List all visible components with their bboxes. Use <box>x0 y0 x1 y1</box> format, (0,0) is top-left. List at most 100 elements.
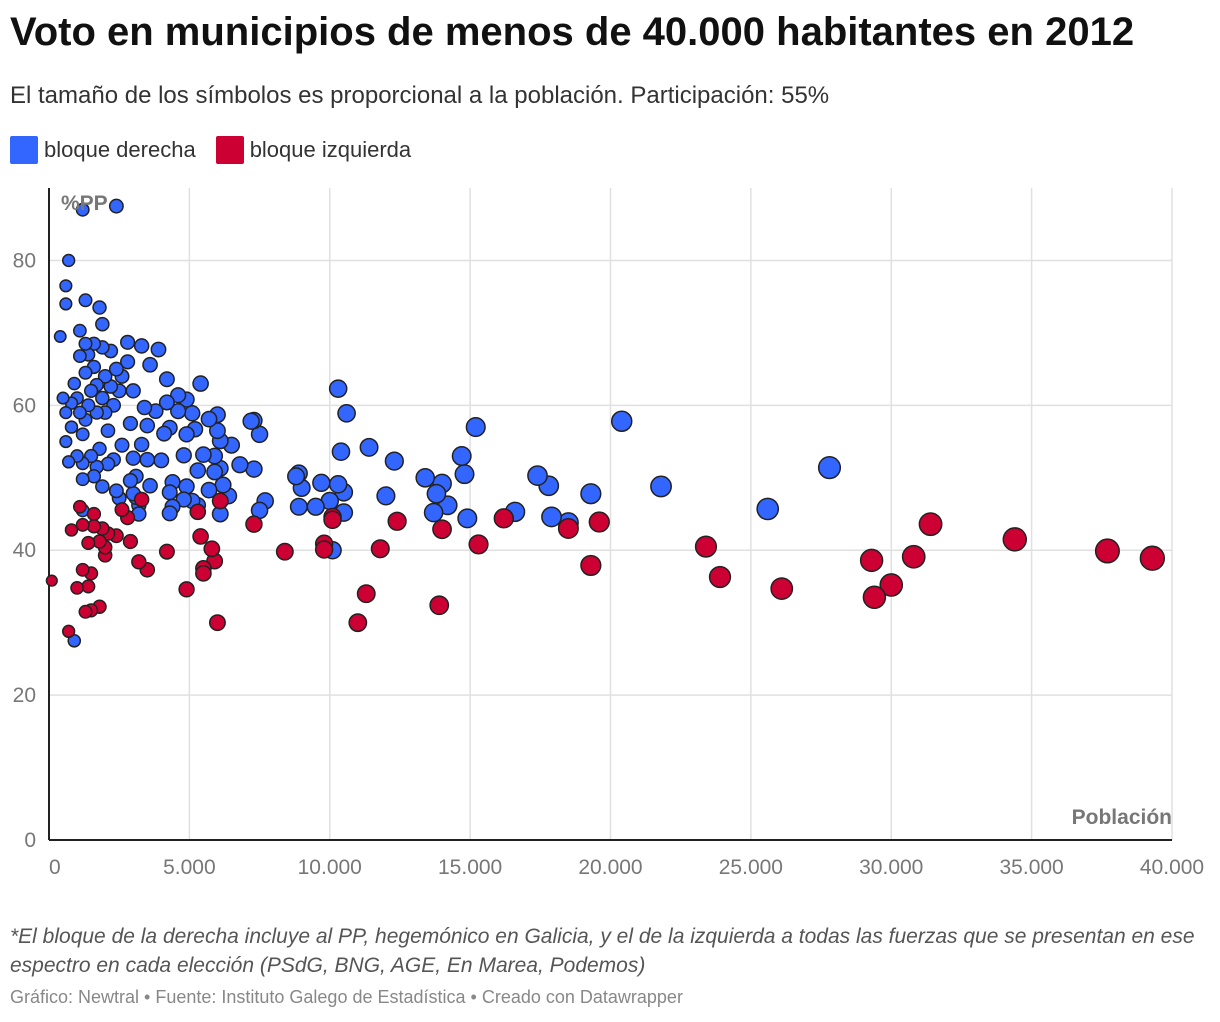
point-derecha <box>136 399 153 416</box>
point-izquierda <box>770 577 794 601</box>
legend-label-derecha: bloque derecha <box>44 137 196 162</box>
point-izquierda <box>192 528 209 545</box>
point-derecha <box>287 467 306 486</box>
point-derecha <box>67 376 82 391</box>
point-derecha <box>175 491 192 508</box>
y-tick-label: 20 <box>13 684 36 707</box>
point-derecha <box>78 293 93 308</box>
legend-swatch-derecha <box>10 136 38 164</box>
y-tick-label: 40 <box>13 539 36 562</box>
point-izquierda <box>356 584 376 604</box>
point-izquierda <box>195 565 212 582</box>
point-derecha <box>451 446 472 467</box>
y-tick-label: 0 <box>24 829 36 852</box>
point-derecha <box>289 497 308 516</box>
point-derecha <box>75 472 90 487</box>
point-izquierda <box>859 548 884 573</box>
point-izquierda <box>75 517 90 532</box>
point-derecha <box>189 462 207 479</box>
point-izquierda <box>323 510 342 530</box>
point-derecha <box>61 253 76 268</box>
x-tick-label: 5.000 <box>163 856 216 879</box>
point-izquierda <box>86 506 102 522</box>
point-izquierda <box>189 503 207 521</box>
point-izquierda <box>370 539 390 559</box>
point-derecha <box>192 375 209 392</box>
point-derecha <box>161 505 178 522</box>
point-izquierda <box>64 523 79 537</box>
point-derecha <box>139 451 156 468</box>
legend-item-derecha: bloque derecha <box>10 136 196 164</box>
point-derecha <box>331 442 351 462</box>
point-derecha <box>200 481 218 499</box>
point-derecha <box>231 456 249 474</box>
point-izquierda <box>211 492 229 510</box>
point-izquierda <box>468 534 489 555</box>
point-izquierda <box>588 511 610 533</box>
point-derecha <box>64 420 79 434</box>
legend: bloque derecha bloque izquierda <box>10 136 431 164</box>
point-derecha <box>175 447 192 464</box>
point-derecha <box>242 412 260 430</box>
point-derecha <box>454 464 475 485</box>
point-derecha <box>97 369 113 384</box>
point-derecha <box>200 410 218 428</box>
point-izquierda <box>61 624 76 639</box>
point-derecha <box>114 437 130 453</box>
point-izquierda <box>122 533 139 550</box>
x-tick-label: 10.000 <box>298 856 362 879</box>
point-derecha <box>142 477 158 494</box>
point-derecha <box>756 497 780 521</box>
point-derecha <box>72 405 87 420</box>
point-izquierda <box>1139 545 1166 571</box>
point-derecha <box>59 434 73 449</box>
x-tick-label: 25.000 <box>719 856 783 879</box>
x-tick-label: 15.000 <box>438 856 502 879</box>
point-derecha <box>59 279 73 293</box>
point-derecha <box>328 474 348 494</box>
point-derecha <box>312 473 331 493</box>
point-derecha <box>56 391 70 405</box>
point-derecha <box>95 479 110 494</box>
point-izquierda <box>348 613 368 633</box>
point-derecha <box>72 349 87 363</box>
x-tick-label: 30.000 <box>859 856 923 879</box>
point-derecha <box>95 390 110 406</box>
point-izquierda <box>275 542 294 561</box>
y-tick-label: 80 <box>13 249 36 272</box>
point-izquierda <box>1002 527 1028 552</box>
point-derecha <box>59 405 73 420</box>
point-derecha <box>178 478 195 495</box>
point-derecha <box>527 465 548 486</box>
point-derecha <box>208 422 226 440</box>
point-derecha <box>153 452 170 469</box>
chart-subtitle: El tamaño de los símbolos es proporciona… <box>10 82 830 109</box>
point-izquierda <box>1094 538 1120 564</box>
point-izquierda <box>81 535 96 551</box>
point-derecha <box>61 455 76 469</box>
point-derecha <box>100 423 116 439</box>
point-derecha <box>465 416 486 438</box>
point-derecha <box>423 502 444 523</box>
point-izquierda <box>901 544 926 569</box>
legend-swatch-izquierda <box>215 136 244 164</box>
scatter-chart: 0 20 40 60 80 0 5.000 10.000 15.000 20.000 25.000 3… <box>13 188 1204 879</box>
point-izquierda <box>580 554 602 577</box>
point-izquierda <box>131 554 147 570</box>
point-derecha <box>78 365 93 380</box>
point-derecha <box>183 405 201 422</box>
point-derecha <box>156 425 173 442</box>
legend-label-izquierda: bloque izquierda <box>249 137 412 162</box>
x-tick-label: 20.000 <box>578 856 642 879</box>
point-derecha <box>122 415 139 432</box>
point-derecha <box>415 467 436 488</box>
point-derecha <box>108 361 124 377</box>
point-derecha <box>359 437 379 457</box>
point-derecha <box>120 334 136 350</box>
y-tick-label: 60 <box>13 394 36 417</box>
point-izquierda <box>158 543 175 560</box>
point-derecha <box>120 354 136 370</box>
point-izquierda <box>918 512 943 537</box>
x-tick-label: 0 <box>49 856 61 879</box>
point-derecha <box>328 379 348 398</box>
